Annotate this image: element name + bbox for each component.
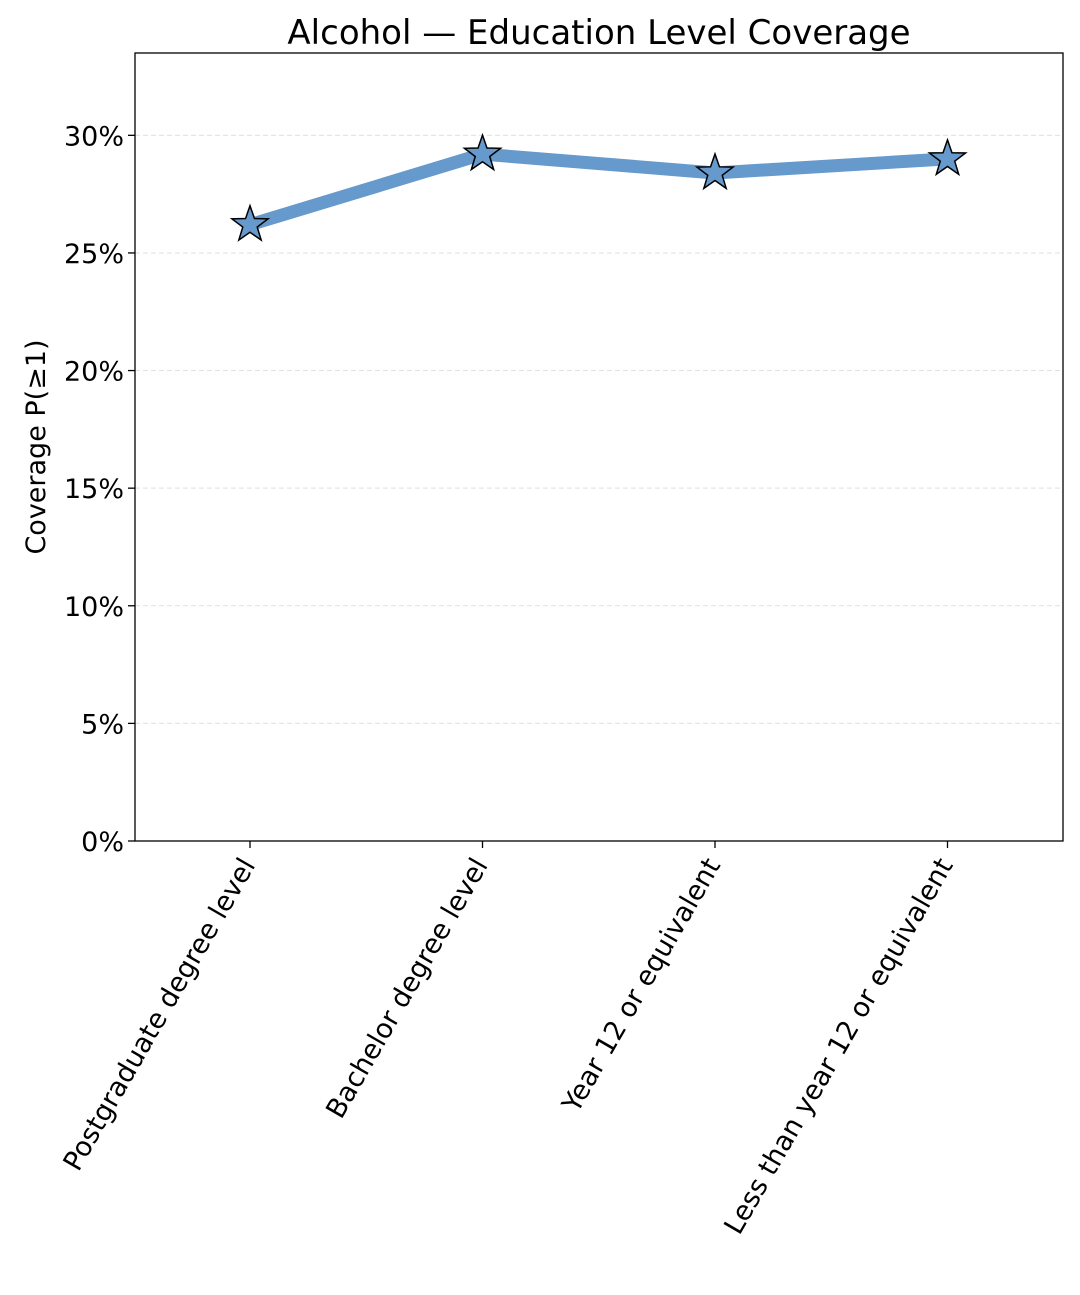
y-tick-label: 15% [64,474,124,505]
y-tick-label: 0% [81,827,124,858]
x-tick-label: Postgraduate degree level [58,853,262,1176]
y-tick-label: 10% [64,592,124,623]
plot-frame [134,52,1064,842]
data-point-marker [462,132,503,172]
y-axis-label: Coverage P(≥1) [21,339,52,554]
series-layer [229,132,968,242]
y-axis: 0% 5% 10% 15% 20% 25% 30% [64,121,135,858]
y-tick-label: 25% [64,239,124,270]
x-tick-label: Year 12 or equivalent [556,853,727,1118]
data-point-marker [694,151,736,191]
data-point-marker [927,137,968,177]
y-tick-label: 30% [64,121,124,152]
y-tick-label: 20% [64,357,124,388]
x-tick-label: Less than year 12 or equivalent [718,853,959,1240]
series-line [243,147,954,232]
grid-lines [135,134,1063,724]
chart-title: Alcohol — Education Level Coverage [287,13,910,53]
x-axis: Postgraduate degree level Bachelor degree… [58,841,960,1240]
y-tick-label: 5% [81,709,124,740]
data-point-marker [229,203,271,242]
x-tick-label: Bachelor degree level [320,853,494,1124]
